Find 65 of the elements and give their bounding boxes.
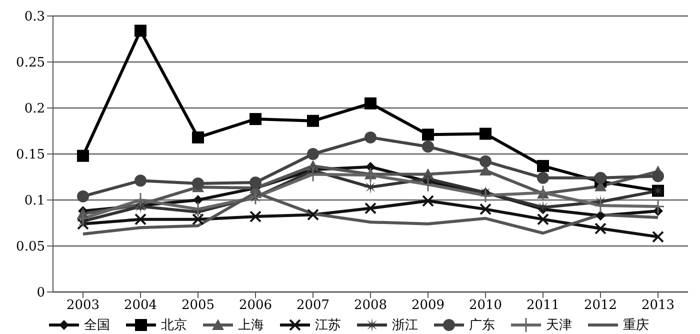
- point: [77, 218, 89, 230]
- y-tick-label: 0.1: [24, 194, 45, 209]
- legend-label: 上海: [238, 317, 264, 334]
- point: [536, 200, 550, 214]
- legend-label: 天津: [546, 317, 572, 334]
- point: [77, 150, 89, 162]
- legend-label: 广东: [469, 317, 495, 334]
- point: [77, 190, 89, 202]
- legend-label: 重庆: [623, 317, 649, 334]
- point: [422, 128, 434, 141]
- point: [422, 194, 434, 207]
- point: [191, 201, 205, 217]
- point: [134, 24, 146, 37]
- x-tick-label: 2005: [181, 298, 215, 314]
- y-tick-label: 0: [36, 286, 45, 301]
- y-tick-label: 0.3: [24, 10, 45, 25]
- point: [480, 128, 492, 140]
- legend-label: 浙江: [392, 317, 418, 334]
- x-tick-label: 2007: [296, 298, 330, 314]
- point: [364, 180, 378, 194]
- point: [537, 172, 549, 184]
- x-tick-label: 2003: [66, 298, 100, 314]
- y-tick-label: 0.2: [24, 102, 45, 117]
- point: [307, 114, 319, 127]
- point: [134, 192, 148, 208]
- point: [307, 148, 319, 160]
- x-tick-label: 2006: [238, 298, 272, 314]
- legend-label: 江苏: [315, 317, 341, 334]
- legend-label: 北京: [161, 317, 187, 334]
- x-tick-label: 2008: [354, 298, 388, 314]
- point: [652, 230, 664, 243]
- point: [480, 155, 492, 168]
- x-tick-label: 2009: [411, 298, 445, 314]
- point: [76, 210, 90, 226]
- point: [192, 177, 204, 190]
- point: [537, 160, 549, 172]
- legend-label: 全国: [84, 317, 110, 334]
- point: [364, 202, 376, 214]
- point: [652, 170, 664, 182]
- point: [193, 195, 203, 205]
- point: [594, 222, 606, 235]
- point: [596, 210, 606, 221]
- x-tick-label: 2010: [468, 298, 502, 314]
- point: [134, 174, 146, 187]
- point: [480, 203, 492, 216]
- point: [364, 97, 376, 110]
- y-tick-label: 0.25: [16, 56, 45, 71]
- point: [537, 213, 549, 226]
- point: [192, 131, 204, 144]
- point: [422, 140, 434, 153]
- x-tick-label: 2004: [124, 298, 158, 314]
- point: [594, 172, 606, 184]
- point: [364, 131, 376, 144]
- point: [134, 213, 146, 226]
- y-tick-label: 0.05: [16, 240, 45, 255]
- point: [250, 210, 262, 223]
- y-tick-label: 0.15: [16, 148, 45, 163]
- x-tick-label: 2012: [584, 298, 618, 314]
- x-tick-label: 2011: [526, 298, 560, 314]
- point: [250, 176, 262, 189]
- point: [421, 176, 435, 192]
- point: [307, 208, 319, 221]
- point: [250, 113, 262, 126]
- point: [192, 213, 204, 226]
- x-tick-label: 2013: [641, 298, 675, 314]
